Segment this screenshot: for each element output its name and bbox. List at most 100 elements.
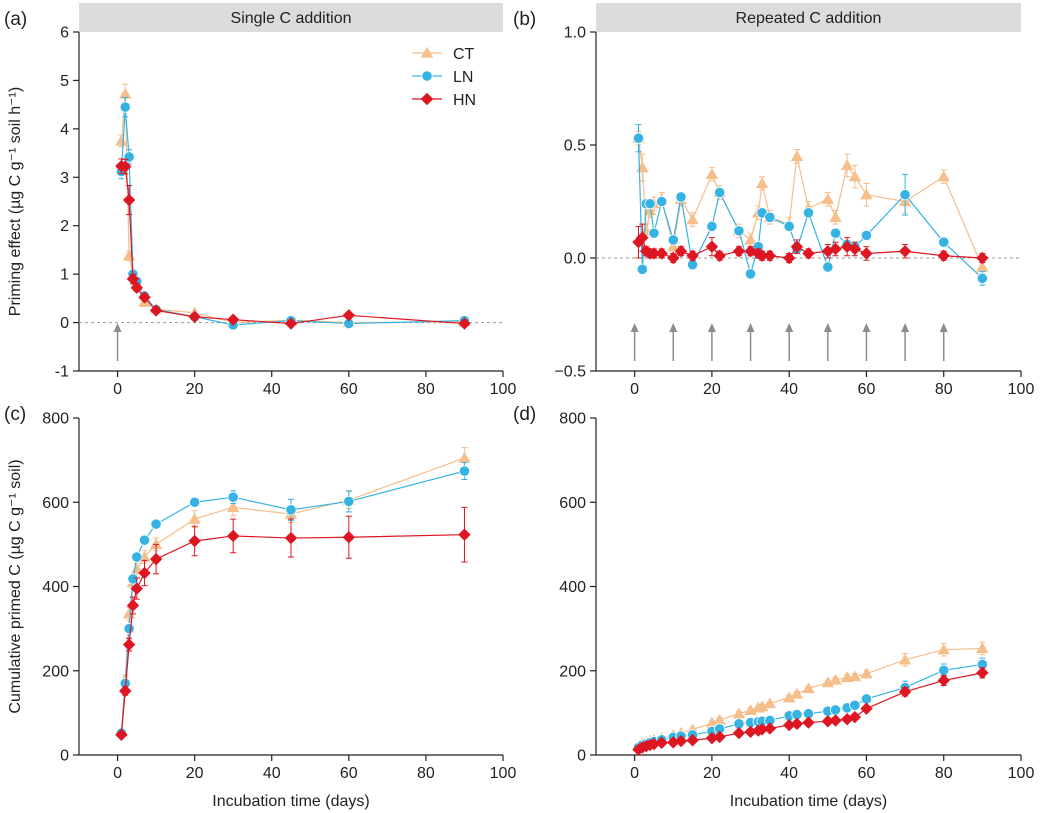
- y-tick-label: 800: [42, 411, 69, 428]
- data-point: [744, 725, 757, 739]
- y-tick-label: 3: [60, 170, 69, 187]
- legend-label: HN: [453, 92, 476, 109]
- data-point: [667, 240, 680, 252]
- data-point: [119, 160, 132, 173]
- x-tick-label: 40: [263, 765, 281, 782]
- y-tick-label: 1: [60, 267, 69, 284]
- data-point: [898, 653, 912, 665]
- c-addition-arrowhead: [901, 323, 910, 332]
- data-point: [189, 496, 201, 508]
- data-point: [763, 697, 777, 709]
- data-point: [860, 188, 873, 200]
- data-point: [284, 531, 298, 545]
- x-tick-label: 60: [858, 765, 876, 782]
- data-point: [647, 737, 661, 751]
- series-LN: [632, 657, 988, 754]
- data-point: [802, 247, 815, 260]
- series-HN: [115, 158, 471, 330]
- y-tick-label: 5: [60, 73, 69, 90]
- y-tick-label: 1.0: [564, 25, 586, 42]
- c-addition-arrowhead: [707, 323, 716, 332]
- data-point: [643, 204, 657, 216]
- data-point: [686, 734, 699, 747]
- y-tick-label: 800: [559, 411, 586, 428]
- x-tick-label: 0: [630, 765, 639, 782]
- series-HN: [632, 223, 989, 265]
- data-point: [706, 220, 718, 232]
- data-point: [829, 704, 842, 716]
- data-point: [848, 710, 862, 724]
- y-tick-label: -1: [55, 364, 69, 381]
- data-point: [849, 699, 861, 711]
- panel-letter: (b): [513, 9, 536, 30]
- data-point: [937, 249, 950, 262]
- data-point: [458, 317, 471, 330]
- y-tick-label: 400: [559, 579, 586, 596]
- data-point: [636, 161, 649, 173]
- c-addition-arrowhead: [113, 323, 122, 332]
- data-point: [138, 534, 151, 546]
- x-tick-label: 60: [858, 381, 876, 398]
- x-tick-label: 80: [417, 765, 435, 782]
- data-point: [226, 501, 240, 512]
- data-point: [976, 642, 989, 654]
- y-tick-label: 4: [60, 121, 69, 138]
- data-point: [860, 229, 873, 241]
- data-point: [782, 251, 796, 265]
- data-point: [227, 491, 239, 503]
- data-point: [138, 291, 151, 304]
- data-point: [705, 716, 719, 728]
- data-point: [755, 723, 769, 736]
- x-tick-label: 0: [630, 381, 639, 398]
- data-point: [763, 722, 777, 735]
- data-point: [342, 531, 356, 544]
- data-point: [119, 87, 132, 99]
- x-tick-label: 20: [186, 765, 204, 782]
- y-tick-label: 0.5: [564, 138, 586, 155]
- x-tick-label: 100: [1008, 765, 1035, 782]
- c-addition-arrowhead: [823, 323, 832, 332]
- data-point: [226, 313, 240, 326]
- data-point: [713, 249, 726, 262]
- data-point: [976, 260, 989, 272]
- y-tick-label: 0: [60, 748, 69, 765]
- data-point: [938, 236, 950, 248]
- panel-d: (d) 0 200 400 600 800 0 20 40 60 80 100 Incubation t…: [513, 404, 1034, 810]
- data-point: [130, 281, 144, 294]
- data-point: [937, 643, 950, 655]
- data-point: [675, 191, 687, 203]
- series-line: [120, 93, 465, 324]
- data-point: [714, 186, 726, 199]
- data-point: [782, 718, 796, 732]
- c-addition-arrowhead: [939, 323, 948, 332]
- data-point: [149, 552, 163, 566]
- y-tick-label: 2: [60, 218, 69, 235]
- data-point: [119, 101, 131, 113]
- x-tick-label: 40: [263, 381, 281, 398]
- data-point: [648, 227, 660, 239]
- x-tick-label: 20: [703, 765, 721, 782]
- c-addition-arrowhead: [630, 323, 639, 332]
- data-point: [284, 317, 298, 330]
- x-tick-label: 100: [1008, 381, 1035, 398]
- data-point: [149, 304, 163, 317]
- data-point: [705, 240, 719, 253]
- data-point: [898, 685, 912, 699]
- data-point: [829, 227, 842, 239]
- data-point: [126, 599, 140, 612]
- data-point: [119, 684, 132, 698]
- y-tick-label: 6: [60, 25, 69, 42]
- x-axis-title: Incubation time (days): [212, 793, 369, 810]
- x-axis-title: Incubation time (days): [730, 793, 887, 810]
- series-HN: [115, 506, 471, 741]
- data-point: [860, 247, 873, 260]
- y-tick-label: 600: [559, 495, 586, 512]
- data-point: [123, 623, 135, 635]
- panel-letter: (a): [4, 9, 27, 30]
- data-point: [686, 249, 699, 262]
- data-point: [115, 728, 128, 741]
- data-point: [644, 198, 656, 210]
- data-point: [848, 242, 862, 256]
- data-point: [656, 195, 668, 208]
- data-point: [655, 736, 668, 749]
